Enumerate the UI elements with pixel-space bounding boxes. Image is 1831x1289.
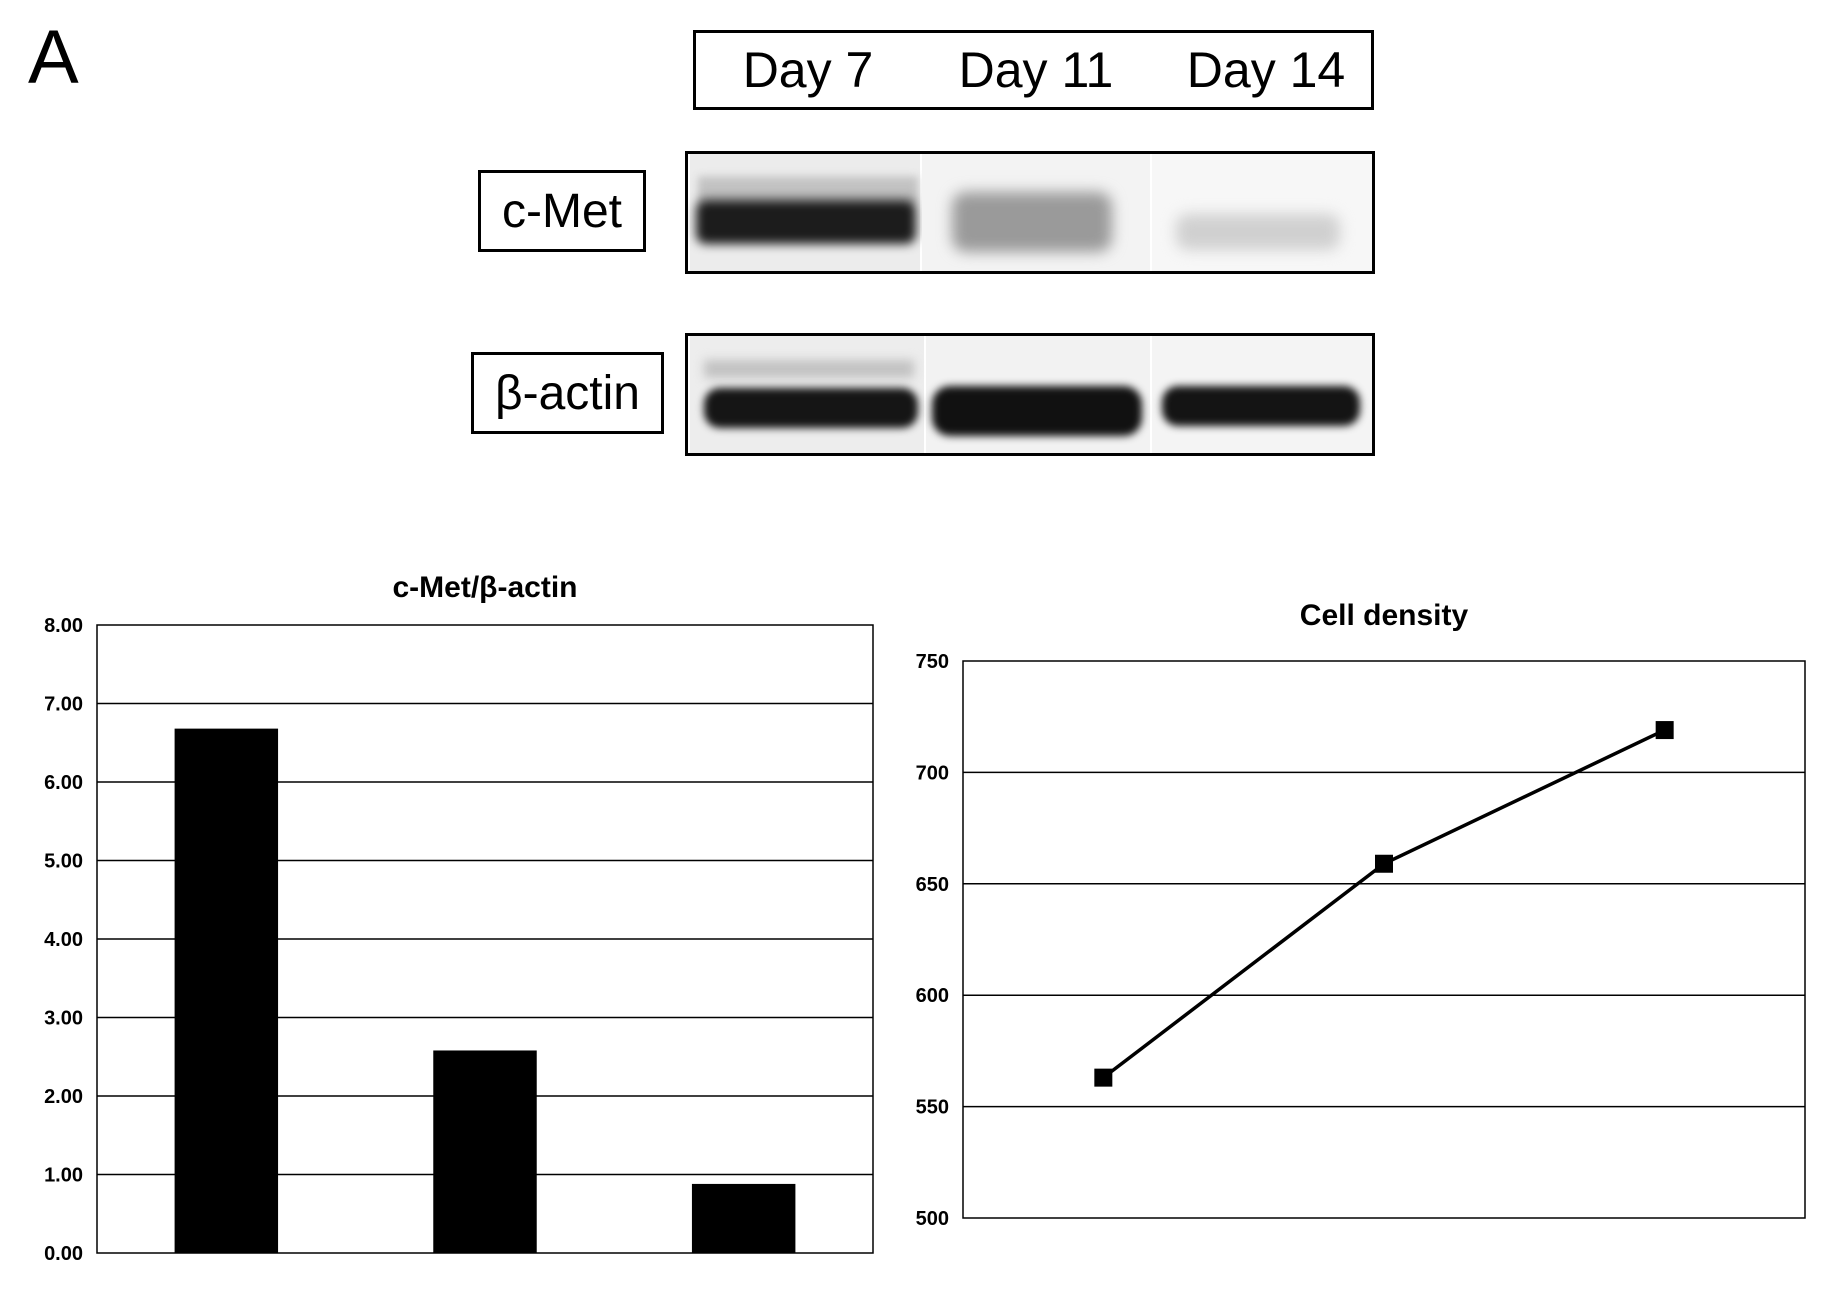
blot-bactin: [685, 333, 1375, 456]
y-tick-label: 550: [916, 1097, 949, 1119]
lane-header-box: Day 7 Day 11 Day 14: [693, 30, 1374, 110]
y-tick-label: 0.00: [44, 1243, 83, 1265]
band-smear: [704, 360, 914, 378]
y-tick-label: 3.00: [44, 1008, 83, 1030]
band-smear: [698, 176, 918, 204]
blot-lane-day11: [926, 336, 1150, 453]
blot-lane-day14: [1152, 154, 1372, 271]
y-tick-label: 2.00: [44, 1086, 83, 1108]
y-tick-label: 7.00: [44, 694, 83, 716]
y-tick-label: 5.00: [44, 851, 83, 873]
bar-chart-svg: c-Met/β-actin 0.00 1.00 2.00 3.00 4.00 5.00 6.0…: [44, 571, 874, 1265]
panel-letter: A: [28, 15, 79, 100]
chart-title: c-Met/β-actin: [393, 571, 578, 604]
y-tick-label: 1.00: [44, 1165, 83, 1187]
band-cmet-day14: [1176, 214, 1340, 250]
y-tick-label: 500: [916, 1208, 949, 1230]
chart-title: Cell density: [1300, 599, 1469, 632]
y-tick-label: 750: [916, 651, 949, 673]
data-point-marker: [1094, 1068, 1113, 1087]
line-chart-cell-density: Cell density 500 550 600 650 700 750: [900, 580, 1831, 1280]
y-tick-label: 6.00: [44, 772, 83, 794]
y-tick-label: 600: [916, 985, 949, 1007]
blot-cmet: [685, 151, 1375, 274]
y-tick-label: 8.00: [44, 615, 83, 637]
bar-chart-cmet-ratio: c-Met/β-actin 0.00 1.00 2.00 3.00 4.00 5.00 6.0…: [0, 560, 900, 1280]
band-bactin-day11: [932, 386, 1142, 436]
data-point-marker: [1655, 721, 1674, 740]
band-cmet-day11: [952, 192, 1112, 252]
lane-label-day14: Day 14: [1186, 42, 1346, 98]
blot-lane-day7: [690, 336, 924, 453]
y-tick-label: 700: [916, 762, 949, 784]
blot-row-label-cmet: c-Met: [478, 170, 646, 252]
blot-row-label-bactin: β-actin: [471, 352, 664, 434]
y-tick-label: 4.00: [44, 929, 83, 951]
bar: [433, 1050, 537, 1253]
data-point-marker: [1375, 854, 1393, 873]
bar: [691, 1183, 796, 1253]
band-bactin-day14: [1162, 386, 1360, 426]
line-chart-svg: Cell density 500 550 600 650 700 750: [916, 599, 1806, 1230]
blot-lane-day7: [690, 154, 920, 271]
blot-lane-day14: [1152, 336, 1372, 453]
band-bactin-day7: [704, 388, 918, 428]
bar: [174, 728, 279, 1253]
blot-lane-day11: [922, 154, 1150, 271]
lane-label-day7: Day 7: [742, 42, 874, 98]
plot-frame: [962, 660, 1806, 1219]
band-cmet-day7: [696, 200, 916, 244]
series-line: [1102, 728, 1666, 1080]
lane-label-day11: Day 11: [958, 42, 1114, 98]
y-tick-label: 650: [916, 874, 949, 896]
